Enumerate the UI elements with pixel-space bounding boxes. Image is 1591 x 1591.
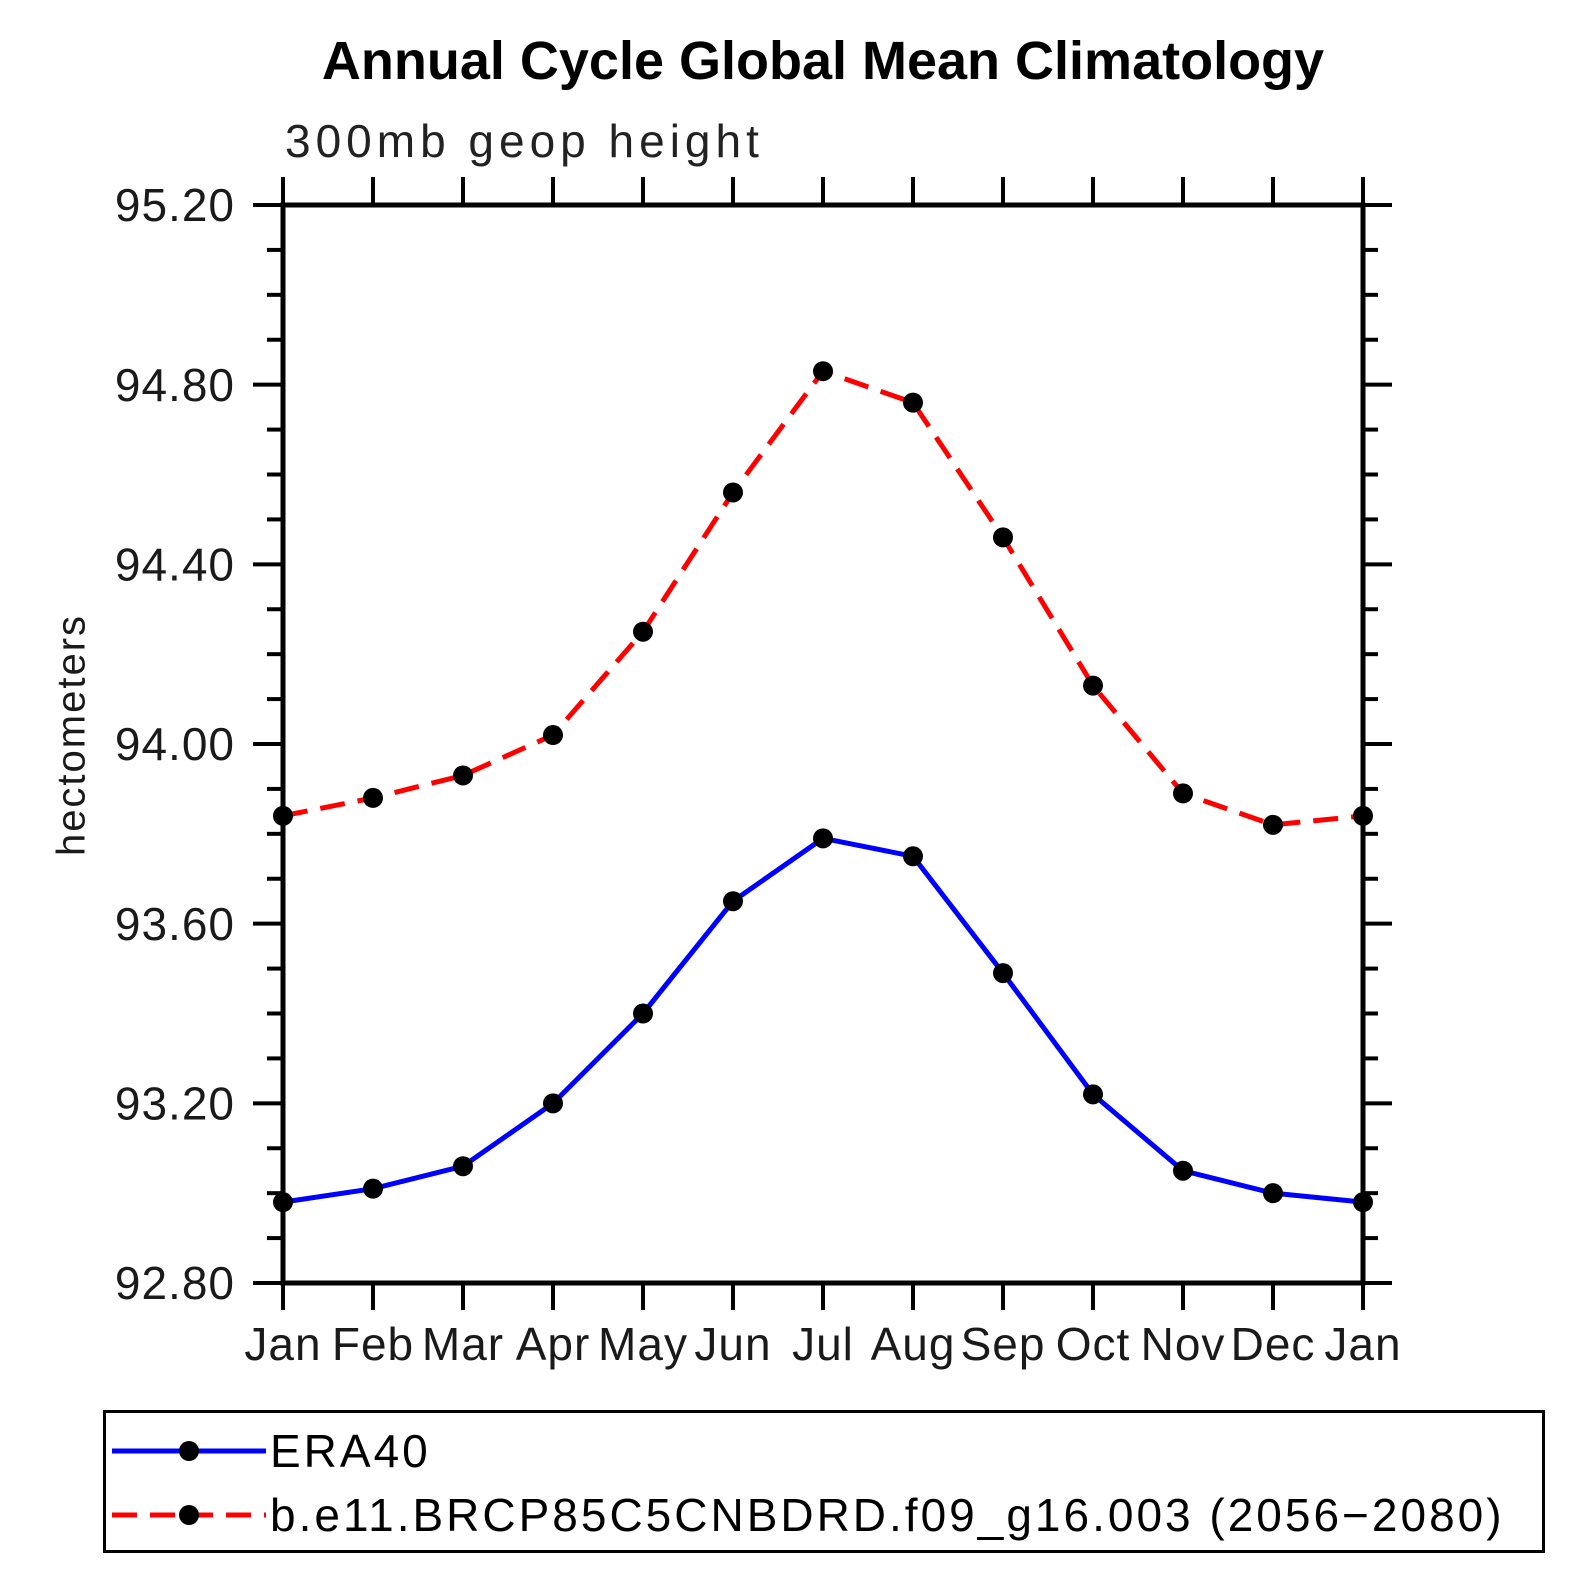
x-tick-label: Feb xyxy=(332,1318,414,1370)
data-point-marker xyxy=(453,765,473,786)
series-line-era40 xyxy=(282,835,1364,1205)
legend-line-sample-model xyxy=(112,1505,266,1525)
y-tick-label: 93.20 xyxy=(115,1077,235,1129)
x-tick-label: Sep xyxy=(961,1318,1046,1370)
data-point-marker xyxy=(1263,814,1283,835)
legend-item-era40: ERA40 xyxy=(106,1419,1542,1483)
data-point-marker xyxy=(723,482,743,503)
data-point-marker xyxy=(993,527,1013,548)
x-tick-label: May xyxy=(598,1318,688,1370)
x-tick-label: Dec xyxy=(1231,1318,1316,1370)
data-point-marker xyxy=(543,725,563,746)
data-point-marker xyxy=(993,963,1013,984)
data-point-marker xyxy=(543,1093,563,1114)
data-point-marker xyxy=(1353,805,1373,826)
data-point-marker xyxy=(903,392,923,413)
chart-subtitle: 300mb geop height xyxy=(285,115,764,167)
y-tick-label: 92.80 xyxy=(115,1257,235,1309)
x-tick-label: Aug xyxy=(871,1318,956,1370)
series-line-model xyxy=(282,368,1364,828)
data-point-marker xyxy=(453,1156,473,1177)
legend-marker-icon xyxy=(179,1441,199,1461)
x-tick-label: Jun xyxy=(694,1318,771,1370)
data-point-marker xyxy=(1353,1192,1373,1213)
data-point-marker xyxy=(1263,1183,1283,1204)
x-tick-label: Mar xyxy=(422,1318,504,1370)
legend-line-sample-era40 xyxy=(112,1441,266,1461)
y-tick-label: 95.20 xyxy=(115,179,235,231)
data-point-marker xyxy=(363,787,383,808)
data-point-marker xyxy=(813,828,833,849)
legend: ERA40 b.e11.BRCP85C5CNBDRD.f09_g16.003 (… xyxy=(103,1410,1545,1553)
data-point-marker xyxy=(1173,783,1193,804)
x-tick-label: Jan xyxy=(1324,1318,1401,1370)
x-tick-label: Jul xyxy=(792,1318,854,1370)
data-point-marker xyxy=(1173,1160,1193,1181)
data-point-marker xyxy=(1083,675,1103,696)
y-tick-label: 93.60 xyxy=(115,898,235,950)
data-point-marker xyxy=(723,891,743,912)
x-tick-label: Nov xyxy=(1141,1318,1226,1370)
legend-item-model: b.e11.BRCP85C5CNBDRD.f09_g16.003 (2056−2… xyxy=(106,1483,1542,1547)
data-point-marker xyxy=(633,1003,653,1024)
x-tick-label: Jan xyxy=(244,1318,321,1370)
data-point-marker xyxy=(903,846,923,867)
legend-marker-icon xyxy=(179,1505,199,1525)
y-tick-label: 94.00 xyxy=(115,718,235,770)
data-point-marker xyxy=(273,805,293,826)
data-point-marker xyxy=(363,1178,383,1199)
x-tick-label: Oct xyxy=(1056,1318,1131,1370)
y-tick-label: 94.80 xyxy=(115,359,235,411)
data-point-marker xyxy=(813,361,833,382)
y-tick-label: 94.40 xyxy=(115,538,235,590)
legend-label-era40: ERA40 xyxy=(270,1425,431,1477)
x-tick-label: Apr xyxy=(516,1318,591,1370)
plot-border xyxy=(280,202,1366,1286)
data-point-marker xyxy=(633,621,653,642)
legend-label-model: b.e11.BRCP85C5CNBDRD.f09_g16.003 (2056−2… xyxy=(270,1489,1505,1541)
data-point-marker xyxy=(273,1192,293,1213)
chart-title: Annual Cycle Global Mean Climatology xyxy=(321,31,1325,91)
data-point-marker xyxy=(1083,1084,1103,1105)
